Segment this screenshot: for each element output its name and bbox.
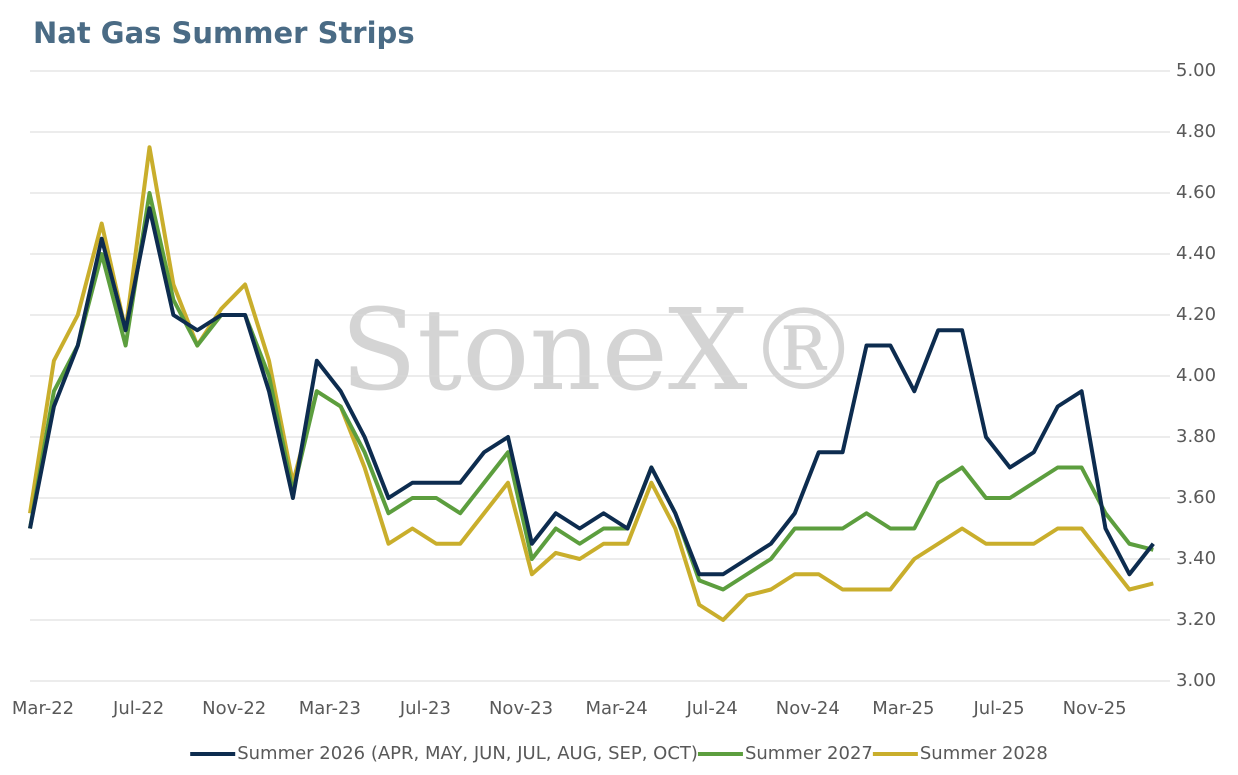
y-tick-label: 3.60 bbox=[1176, 487, 1216, 508]
x-tick-label: Mar-25 bbox=[872, 698, 934, 719]
x-tick-label: Nov-23 bbox=[489, 698, 553, 719]
y-tick-label: 3.40 bbox=[1176, 548, 1216, 569]
watermark: StoneX® bbox=[340, 286, 859, 416]
y-tick-label: 4.40 bbox=[1176, 243, 1216, 264]
y-tick-label: 3.80 bbox=[1176, 426, 1216, 447]
x-tick-label: Mar-24 bbox=[585, 698, 647, 719]
y-tick-label: 4.80 bbox=[1176, 121, 1216, 142]
x-tick-label: Mar-23 bbox=[299, 698, 361, 719]
y-tick-label: 3.20 bbox=[1176, 609, 1216, 630]
legend-label: Summer 2026 (APR, MAY, JUN, JUL, AUG, SE… bbox=[237, 743, 698, 764]
x-tick-label: Nov-25 bbox=[1063, 698, 1127, 719]
chart-title: Nat Gas Summer Strips bbox=[33, 16, 415, 50]
series-line bbox=[28, 145, 1154, 622]
x-tick-label: Mar-22 bbox=[12, 698, 74, 719]
y-tick-label: 4.20 bbox=[1176, 304, 1216, 325]
series-line bbox=[28, 191, 1154, 592]
legend-label: Summer 2027 bbox=[745, 743, 873, 764]
x-tick-label: Jul-22 bbox=[112, 698, 164, 719]
x-tick-label: Jul-24 bbox=[686, 698, 738, 719]
legend-label: Summer 2028 bbox=[920, 743, 1048, 764]
x-tick-label: Nov-24 bbox=[776, 698, 840, 719]
y-tick-label: 3.00 bbox=[1176, 670, 1216, 691]
series-line bbox=[28, 206, 1155, 577]
y-tick-label: 5.00 bbox=[1176, 60, 1216, 81]
x-tick-label: Jul-23 bbox=[399, 698, 451, 719]
y-tick-label: 4.60 bbox=[1176, 182, 1216, 203]
x-tick-label: Jul-25 bbox=[972, 698, 1024, 719]
x-tick-label: Nov-22 bbox=[202, 698, 266, 719]
y-tick-label: 4.00 bbox=[1176, 365, 1216, 386]
